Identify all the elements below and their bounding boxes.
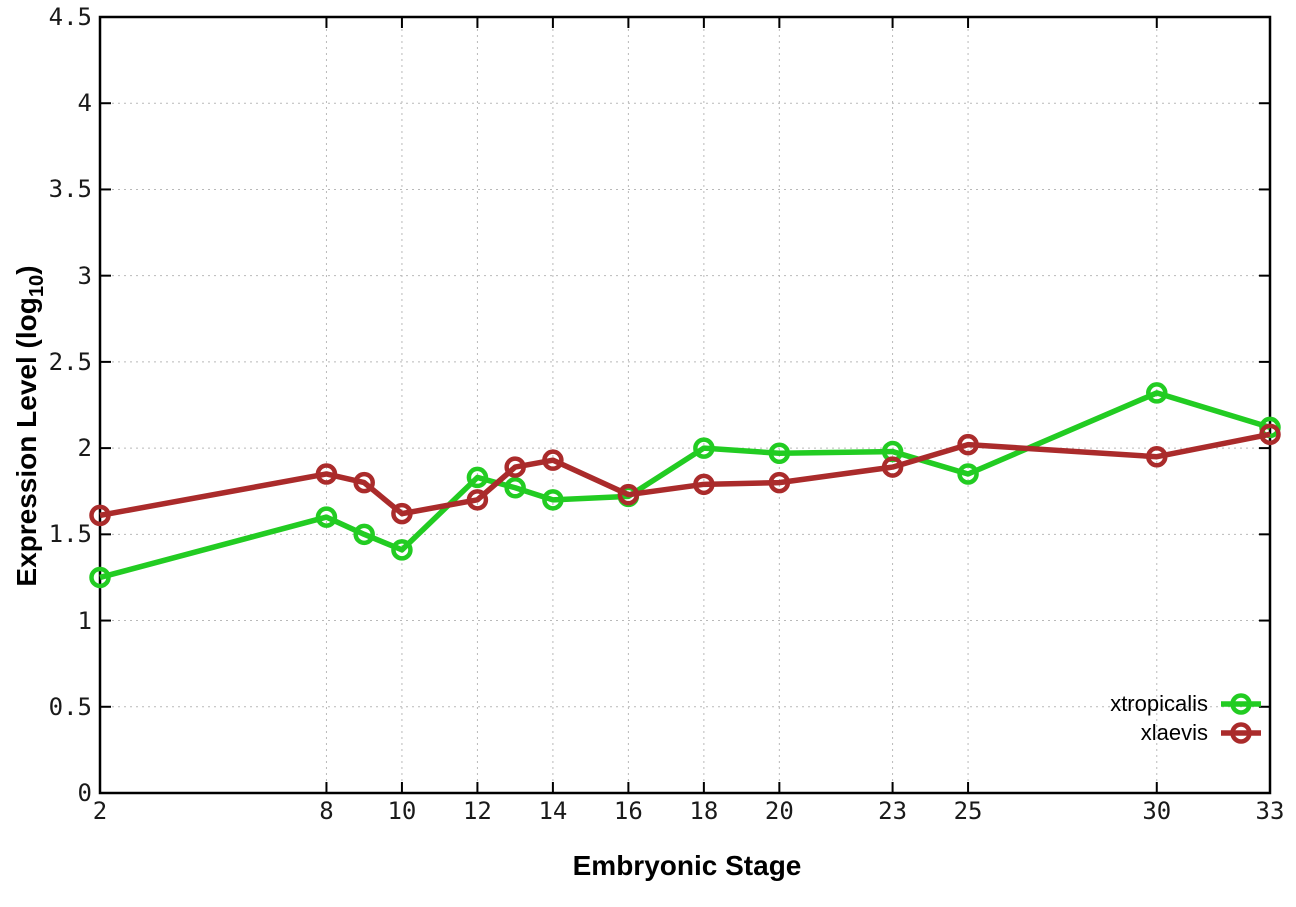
legend-marker-xtropicalis [1221, 692, 1261, 715]
x-tick-label: 18 [689, 797, 719, 825]
x-tick-label: 14 [538, 797, 568, 825]
data-point-marker-xlaevis [504, 456, 526, 478]
y-tick-label: 2.5 [48, 347, 92, 376]
x-tick-label: 12 [462, 797, 492, 825]
legend-point-sample [1230, 721, 1252, 744]
x-tick-label: 8 [319, 797, 334, 825]
x-tick-label: 30 [1142, 797, 1172, 825]
x-tick-label: 2 [92, 797, 108, 825]
data-point-marker-xtropicalis [768, 442, 791, 465]
x-tick-label: 16 [613, 797, 643, 825]
legend-point-sample [1230, 692, 1252, 715]
x-axis-title: Embryonic Stage [572, 850, 802, 881]
x-tick-label: 25 [953, 797, 983, 825]
data-point-marker-xlaevis [315, 463, 338, 485]
plot-border [98, 15, 1272, 795]
y-tick-label: 3 [77, 261, 92, 290]
legend-row-xlaevis: xlaevis [1110, 718, 1262, 747]
x-tick-label: 20 [764, 797, 794, 825]
legend: xtropicalis xlaevis [1110, 689, 1262, 747]
data-point-marker-xlaevis [542, 449, 564, 471]
data-point-marker-xlaevis [881, 456, 904, 478]
x-tick-label: 33 [1255, 797, 1285, 825]
x-tick-label: 10 [387, 797, 417, 825]
data-point-marker-xlaevis [957, 433, 979, 456]
data-point-marker-xlaevis [1146, 445, 1168, 468]
data-point-marker-xtropicalis [542, 489, 564, 511]
y-tick-label: 2 [77, 434, 92, 463]
data-point-marker-xlaevis [693, 473, 715, 496]
y-tick-label: 0.5 [48, 692, 92, 721]
y-tick-label: 4.5 [48, 3, 92, 31]
data-point-marker-xtropicalis [391, 539, 413, 561]
data-point-marker-xlaevis [1259, 423, 1281, 446]
legend-row-xtropicalis: xtropicalis [1110, 689, 1262, 718]
data-point-marker-xlaevis [391, 502, 413, 525]
y-tick-label: 4 [77, 89, 92, 118]
data-point-marker-xtropicalis [504, 477, 526, 499]
data-point-marker-xtropicalis [89, 566, 111, 589]
data-point-marker-xtropicalis [466, 466, 489, 489]
data-point-marker-xlaevis [768, 471, 791, 494]
y-tick-label: 1.5 [48, 520, 92, 549]
y-axis-title-suffix: ) [11, 265, 43, 275]
y-axis-title: Expression Level (log10) [11, 265, 49, 586]
data-point-marker-xtropicalis [353, 523, 375, 546]
legend-label: xlaevis [1140, 719, 1208, 745]
data-point-marker-xtropicalis [957, 463, 979, 485]
data-point-marker-xlaevis [466, 489, 489, 511]
legend-marker-xlaevis [1221, 721, 1261, 744]
data-point-marker-xlaevis [617, 483, 640, 506]
data-point-marker-xtropicalis [315, 506, 338, 528]
x-tick-label: 23 [878, 797, 908, 825]
y-axis-title-text: Expression Level (log [11, 297, 43, 587]
data-point-marker-xtropicalis [1146, 382, 1168, 404]
data-point-marker-xlaevis [353, 471, 375, 494]
data-point-marker-xtropicalis [693, 437, 715, 459]
legend-label: xtropicalis [1110, 690, 1208, 716]
y-axis-title-subscript: 10 [25, 274, 48, 298]
y-tick-label: 3.5 [48, 175, 92, 204]
y-tick-label: 1 [77, 606, 92, 635]
series-line-xlaevis [99, 431, 1271, 519]
data-point-marker-xlaevis [89, 504, 111, 527]
y-tick-label: 0 [77, 779, 92, 807]
